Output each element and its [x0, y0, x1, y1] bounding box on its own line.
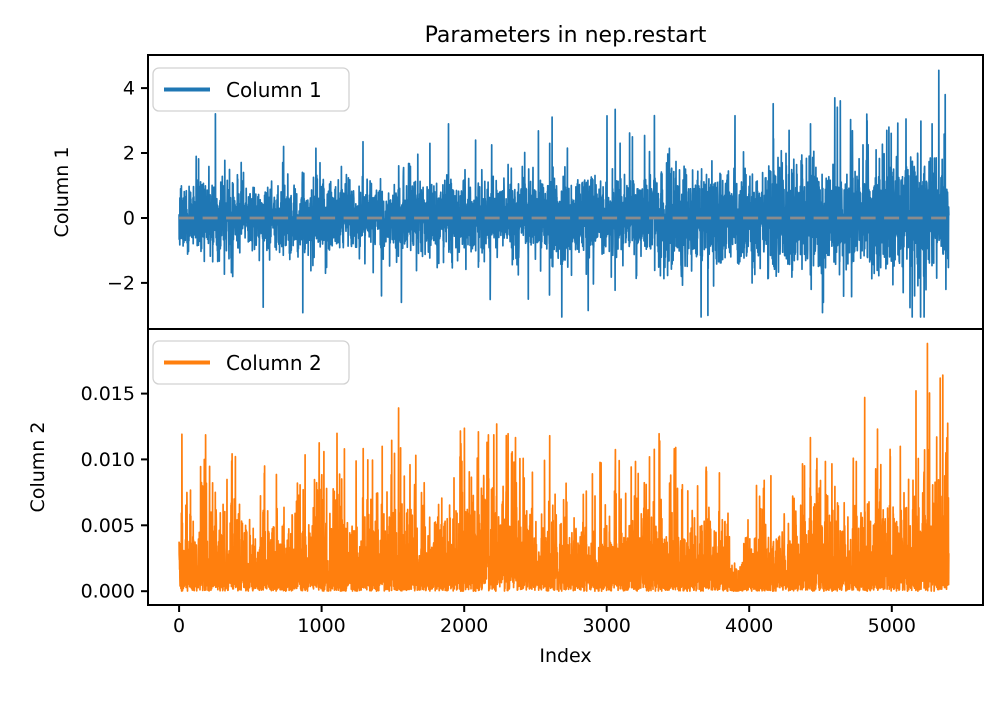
column2-series-line [178, 342, 950, 592]
top-legend-box [152, 67, 350, 112]
y-tick-label: 0.000 [81, 581, 135, 603]
y-tick-label: 2 [123, 143, 135, 165]
bottom-legend-label: Column 2 [226, 351, 322, 375]
x-axis: 0 1000 2000 3000 4000 5000 [173, 605, 916, 637]
x-axis-label: Index [539, 645, 591, 667]
y-tick-label: 0.005 [81, 515, 135, 537]
bottom-y-axis-label: Column 2 [27, 422, 49, 513]
y-tick-label: 0 [123, 208, 135, 230]
bottom-plot-border [147, 328, 984, 606]
x-tick-label: 4000 [725, 615, 773, 637]
bottom-subplot: 0.000 0.005 0.010 0.015 Column 2 Column 2 [27, 328, 984, 606]
top-legend: Column 1 [152, 67, 350, 112]
x-tick-label: 3000 [583, 615, 631, 637]
top-y-axis: −2 0 2 4 [107, 78, 148, 294]
x-tick-label: 2000 [440, 615, 488, 637]
bottom-y-axis: 0.000 0.005 0.010 0.015 [81, 383, 148, 603]
chart-title: Parameters in nep.restart [425, 23, 707, 48]
x-tick-label: 0 [173, 615, 185, 637]
bottom-legend: Column 2 [152, 340, 350, 385]
top-subplot: −2 0 2 4 Column 1 Column 1 [51, 54, 984, 330]
y-tick-label: 0.015 [81, 383, 135, 405]
top-y-axis-label: Column 1 [51, 147, 73, 238]
x-tick-label: 5000 [868, 615, 916, 637]
x-tick-label: 1000 [297, 615, 345, 637]
top-legend-label: Column 1 [226, 78, 322, 102]
y-tick-label: 0.010 [81, 449, 135, 471]
y-tick-label: 4 [123, 78, 135, 100]
column1-series-line [178, 69, 950, 318]
y-tick-label: −2 [107, 272, 135, 294]
bottom-legend-box [152, 340, 350, 385]
